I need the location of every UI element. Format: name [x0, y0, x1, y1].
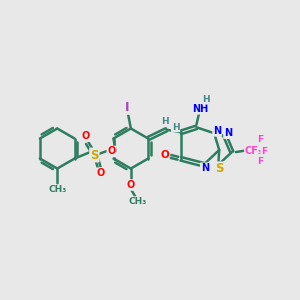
Text: O: O: [97, 168, 105, 178]
Text: S: S: [215, 162, 224, 175]
Text: H: H: [161, 117, 169, 126]
Text: F: F: [257, 135, 263, 144]
Text: H: H: [172, 122, 179, 131]
Text: CH₃: CH₃: [128, 197, 146, 206]
Text: O: O: [81, 131, 90, 141]
Text: O: O: [107, 146, 116, 157]
Text: CF₃: CF₃: [245, 146, 263, 156]
Text: N: N: [213, 126, 221, 136]
Text: CH₃: CH₃: [48, 185, 66, 194]
Text: N: N: [224, 128, 232, 138]
Text: O: O: [127, 180, 135, 190]
Text: S: S: [90, 148, 99, 161]
Text: NH: NH: [193, 104, 209, 114]
Text: I: I: [125, 101, 130, 114]
Text: O: O: [160, 150, 169, 160]
Text: F: F: [261, 147, 267, 156]
Text: H: H: [202, 95, 210, 104]
Text: F: F: [257, 157, 263, 166]
Text: N: N: [201, 163, 209, 173]
